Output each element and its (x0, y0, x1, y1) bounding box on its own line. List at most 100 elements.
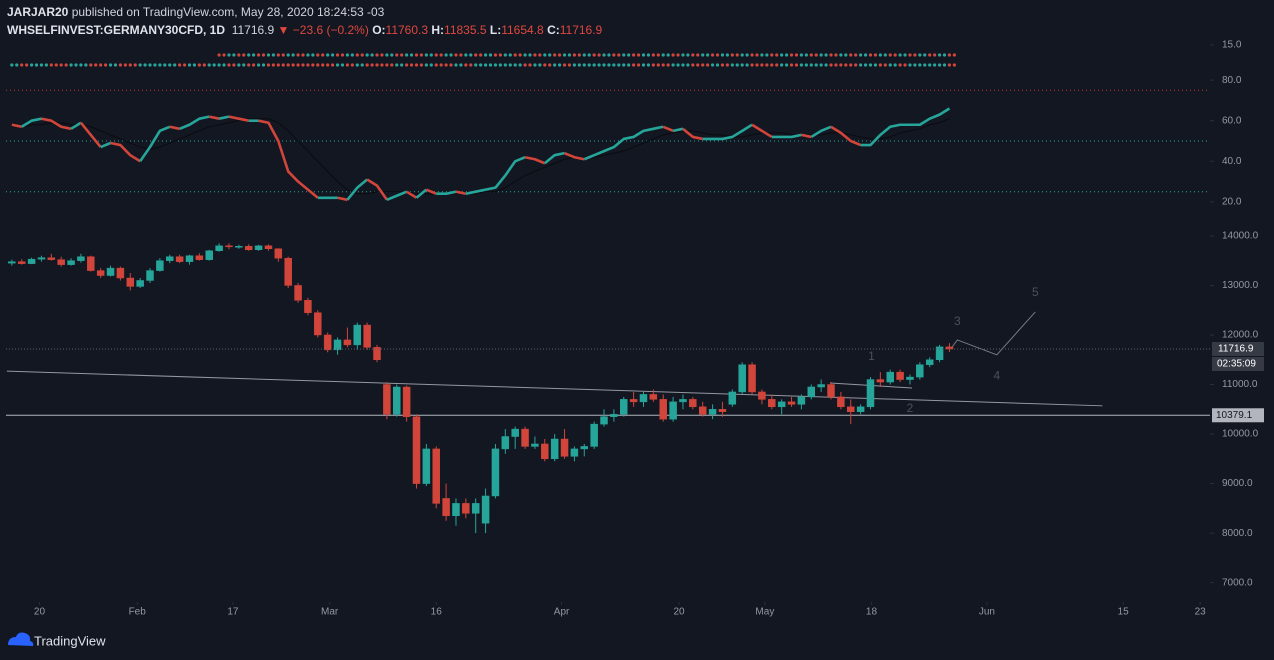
signal-dot (942, 63, 947, 67)
indicator-line (801, 133, 812, 139)
indicator-line (100, 141, 112, 149)
signal-dot (252, 63, 256, 67)
signal-dot (10, 63, 14, 67)
signal-dot (227, 53, 231, 57)
signal-dot (498, 63, 502, 67)
indicator-tick-label: 20.0 (1222, 196, 1242, 207)
signal-dot (508, 63, 512, 67)
signal-dot (661, 53, 665, 57)
indicator-line (830, 125, 862, 147)
signal-dot (710, 53, 715, 57)
signal-dot (883, 63, 887, 67)
candle-body (353, 324, 362, 346)
candle-body (896, 371, 904, 380)
signal-dot (459, 53, 463, 57)
signal-dot (187, 63, 192, 67)
candle-body (363, 324, 371, 348)
signal-dot (883, 53, 887, 57)
high-label: H: (431, 23, 445, 37)
signal-dot (824, 63, 828, 67)
x-tick-label: 18 (866, 607, 878, 618)
candle-body (284, 257, 292, 286)
signal-dot (725, 53, 729, 57)
candle-body (738, 364, 746, 393)
signal-dot (849, 63, 853, 67)
signal-dot (582, 53, 586, 57)
signal-dot (306, 53, 310, 57)
indicator-line (436, 190, 457, 196)
signal-dot (799, 53, 804, 57)
signal-dot (676, 63, 680, 67)
signal-dot (651, 63, 655, 67)
signal-dot (99, 63, 103, 67)
signal-dot (701, 53, 705, 57)
signal-dot (656, 63, 660, 67)
signal-dot (518, 53, 522, 57)
signal-dot (508, 53, 512, 57)
signal-dot (740, 63, 744, 67)
signal-dot (168, 63, 172, 67)
indicator-line (228, 115, 249, 122)
signal-dot (799, 63, 804, 67)
signal-dot (409, 63, 414, 67)
signal-dot (819, 53, 823, 57)
candle-body (323, 334, 332, 351)
symbol: WHSELFINVEST:GERMANY30CFD, 1D (7, 23, 226, 37)
signal-dot (908, 53, 912, 57)
signal-dot (617, 63, 621, 67)
x-tick-label: Jun (979, 607, 995, 618)
publish-line: JARJAR20 published on TradingView.com, M… (7, 5, 384, 19)
signal-dot (311, 63, 315, 67)
signal-dot (355, 53, 359, 57)
indicator-ma (11, 118, 950, 195)
signal-dot (59, 63, 63, 67)
signal-dot (646, 63, 651, 67)
signal-dot (222, 53, 226, 57)
signal-dot (207, 63, 211, 67)
signal-dot (730, 53, 734, 57)
signal-dot (276, 53, 280, 57)
indicator-line (455, 190, 467, 195)
signal-dot (849, 53, 853, 57)
signal-dot (553, 53, 557, 57)
signal-dot (513, 63, 517, 67)
signal-dot (888, 63, 892, 67)
indicator-line (179, 115, 210, 131)
signal-dot (454, 53, 458, 57)
signal-dot (464, 63, 468, 67)
signal-dot (405, 53, 409, 57)
signal-dot (780, 63, 784, 67)
candle-body (679, 399, 687, 403)
signal-dot (286, 63, 290, 67)
signal-dot (829, 53, 833, 57)
indicator-line (169, 125, 180, 131)
signal-dot (671, 63, 675, 67)
candle-body (8, 261, 16, 264)
indicator-tick-label: 80.0 (1222, 75, 1242, 86)
signal-dot (592, 53, 596, 57)
signal-dot (760, 53, 764, 57)
signal-dot (863, 53, 868, 57)
wave-line (951, 311, 1036, 356)
signal-dot (493, 63, 498, 67)
signal-dot (197, 63, 201, 67)
signal-dot (715, 53, 720, 57)
candle-body (156, 260, 164, 271)
indicator-line (79, 121, 102, 148)
signal-dot (597, 53, 601, 57)
signal-dot (641, 63, 646, 67)
candle-body (689, 399, 697, 408)
signal-dot (567, 53, 572, 57)
signal-dot (750, 63, 754, 67)
candle-body (205, 250, 213, 260)
candle-body (866, 379, 875, 408)
signal-dot (533, 53, 537, 57)
signal-dot (553, 63, 557, 67)
candle-body (718, 409, 727, 413)
signal-dot (118, 63, 123, 67)
signal-dot (281, 53, 285, 57)
signal-dot (498, 53, 502, 57)
signal-dot (627, 53, 631, 57)
signal-dot (178, 63, 182, 67)
signal-dot (128, 63, 132, 67)
